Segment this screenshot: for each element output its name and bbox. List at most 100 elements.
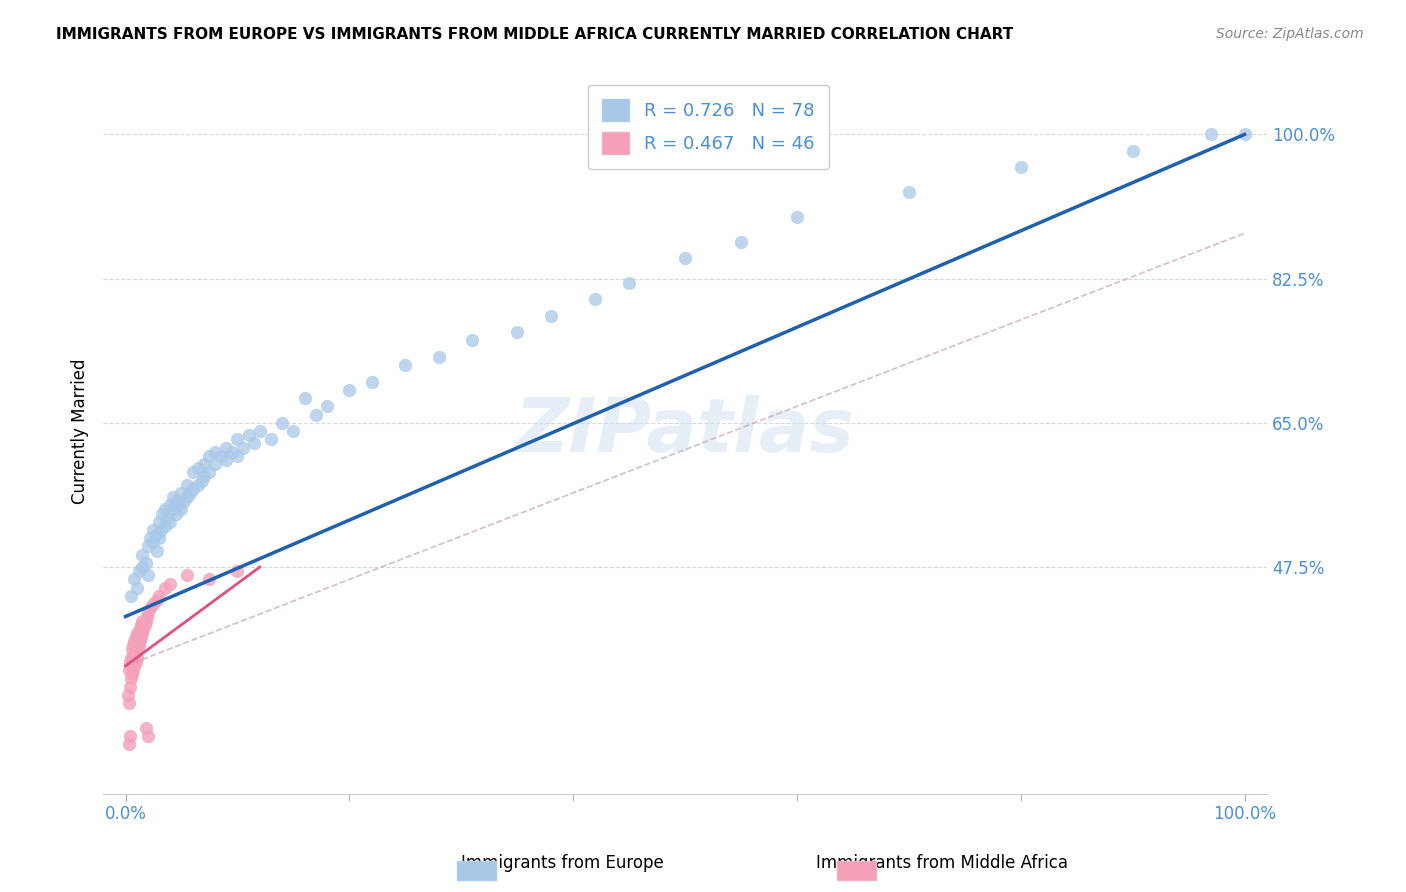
Point xyxy=(129,630,152,644)
Point xyxy=(125,638,148,652)
Point xyxy=(1199,128,1222,142)
Point xyxy=(121,655,143,669)
Point xyxy=(159,576,181,591)
Point xyxy=(127,642,149,657)
Point xyxy=(176,490,198,504)
Point xyxy=(124,642,146,657)
Point xyxy=(198,465,221,479)
Point xyxy=(135,614,157,628)
Point xyxy=(540,309,562,323)
Point xyxy=(153,519,176,533)
Point xyxy=(215,453,238,467)
Point xyxy=(142,523,165,537)
Point xyxy=(198,573,221,587)
Point xyxy=(139,531,162,545)
Point xyxy=(461,334,484,348)
Point xyxy=(118,655,141,669)
Point xyxy=(238,428,260,442)
Point xyxy=(146,543,169,558)
Point xyxy=(148,531,170,545)
Point xyxy=(209,449,232,463)
Point xyxy=(131,560,153,574)
Point xyxy=(135,609,157,624)
Point xyxy=(157,510,180,524)
Point xyxy=(153,581,176,595)
Point xyxy=(118,663,141,677)
Point xyxy=(159,515,181,529)
Point xyxy=(153,502,176,516)
Point xyxy=(226,449,249,463)
Point xyxy=(128,638,150,652)
Point xyxy=(506,325,529,339)
Point xyxy=(176,568,198,582)
Point xyxy=(150,523,173,537)
Point xyxy=(360,375,382,389)
Point xyxy=(121,667,143,681)
Point xyxy=(124,659,146,673)
Point xyxy=(134,617,156,632)
Point xyxy=(122,663,145,677)
Point xyxy=(135,556,157,570)
Point xyxy=(215,441,238,455)
Point xyxy=(165,494,187,508)
Point xyxy=(897,185,920,199)
Point xyxy=(181,465,204,479)
Point xyxy=(305,408,328,422)
Point xyxy=(294,391,316,405)
Point xyxy=(179,486,201,500)
Point xyxy=(127,630,149,644)
Point xyxy=(128,626,150,640)
Text: Immigrants from Europe: Immigrants from Europe xyxy=(461,855,664,872)
Point xyxy=(204,457,226,471)
Point xyxy=(173,494,195,508)
Point xyxy=(673,251,696,265)
Point xyxy=(176,477,198,491)
Point xyxy=(124,647,146,661)
Point xyxy=(146,527,169,541)
Point xyxy=(131,614,153,628)
Point xyxy=(124,630,146,644)
Point xyxy=(124,634,146,648)
Point xyxy=(162,490,184,504)
Point xyxy=(135,721,157,735)
Point xyxy=(1010,161,1032,175)
Point xyxy=(148,515,170,529)
Point xyxy=(125,626,148,640)
Point xyxy=(125,581,148,595)
Point xyxy=(159,498,181,512)
Point xyxy=(181,482,204,496)
Point xyxy=(617,276,640,290)
Point xyxy=(152,507,174,521)
Point xyxy=(142,535,165,549)
Point xyxy=(148,589,170,603)
Point xyxy=(193,457,215,471)
Point xyxy=(243,436,266,450)
Point xyxy=(131,548,153,562)
Legend: R = 0.726   N = 78, R = 0.467   N = 46: R = 0.726 N = 78, R = 0.467 N = 46 xyxy=(588,85,828,169)
Point xyxy=(221,444,243,458)
Point xyxy=(146,593,169,607)
Point xyxy=(249,424,271,438)
Point xyxy=(121,642,143,657)
Point xyxy=(118,680,141,694)
Point xyxy=(122,638,145,652)
Point xyxy=(124,573,146,587)
Point xyxy=(165,507,187,521)
Point xyxy=(136,606,159,620)
Point xyxy=(316,400,339,414)
Point xyxy=(124,655,146,669)
Point xyxy=(271,416,294,430)
Point xyxy=(132,622,155,636)
Point xyxy=(122,650,145,665)
Point xyxy=(730,235,752,249)
Point xyxy=(167,498,190,512)
Point xyxy=(170,502,193,516)
Point xyxy=(142,597,165,611)
Point xyxy=(187,477,209,491)
Point xyxy=(1233,128,1256,142)
Point xyxy=(129,634,152,648)
Point xyxy=(226,564,249,578)
Point xyxy=(162,502,184,516)
Point xyxy=(120,589,142,603)
Point xyxy=(394,358,416,372)
